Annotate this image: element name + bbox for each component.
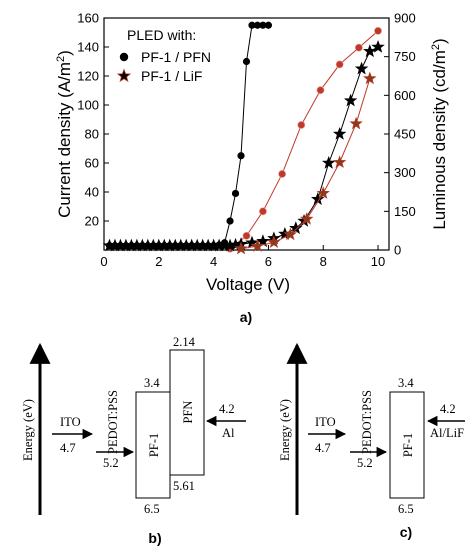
y-tick-label: 20: [85, 214, 99, 229]
x-tick-label: 6: [265, 254, 272, 269]
y2-tick-label: 300: [394, 165, 416, 180]
pf1-level-box-b: [135, 391, 171, 499]
data-point: [374, 26, 382, 35]
data-point: [267, 235, 281, 248]
chart-panel-a: 0 2 4 6 8 10 20 40 60 80 100 120 140 160 0 150 300 450 6…: [55, 11, 449, 326]
y2-tick-label: 0: [394, 243, 401, 258]
pf1-top-b: 3.4: [144, 376, 160, 390]
pfn-level-box-b: [169, 349, 205, 476]
y-tick-label: 140: [77, 40, 99, 55]
data-point: [371, 39, 385, 53]
y2-axis-title: Luminous density (cd/m2): [430, 38, 449, 229]
y-axis-title: Current density (A/m2): [55, 50, 74, 218]
data-point: [283, 227, 298, 241]
series-layer: [102, 21, 385, 255]
legend-marker-circle: [119, 52, 129, 62]
y-tick-label: 160: [77, 11, 99, 26]
pf1-label-b: PF-1: [147, 433, 161, 457]
y-axis-ticks: 20 40 60 80 100 120 140 160: [77, 11, 109, 229]
y2-tick-label: 150: [394, 204, 416, 219]
pf1-label-c: PF-1: [401, 433, 415, 457]
panel-label-b: b): [148, 530, 161, 546]
data-point: [354, 61, 369, 75]
cathode-value-b: 4.2: [219, 402, 235, 416]
ito-value-c: 4.7: [315, 441, 331, 455]
data-point: [321, 155, 336, 169]
series-3: [234, 71, 377, 255]
data-point: [300, 212, 314, 225]
x-tick-label: 4: [210, 254, 217, 269]
data-point: [226, 217, 234, 225]
data-point: [316, 86, 325, 95]
y-tick-label: 120: [77, 69, 99, 84]
y-tick-label: 100: [77, 98, 99, 113]
y2-tick-label: 900: [394, 11, 416, 26]
pedot-label-c: PEDOT:PSS: [360, 390, 374, 454]
x-tick-label: 10: [371, 254, 385, 269]
energy-axis-label-c: Energy (eV): [278, 399, 292, 461]
data-point: [259, 207, 267, 216]
legend-label-lif: PF-1 / LiF: [141, 68, 202, 84]
cathode-label-c: Al/LiF: [430, 426, 464, 440]
pf1-top-c: 3.4: [398, 376, 414, 390]
x-axis-ticks: 0 2 4 6 8 10: [100, 245, 385, 269]
data-point: [363, 71, 377, 85]
data-point: [335, 60, 344, 69]
data-point: [343, 93, 358, 107]
x-axis-title: Voltage (V): [206, 275, 290, 294]
y2-tick-label: 600: [394, 88, 416, 103]
energy-axis-label-b: Energy (eV): [21, 399, 35, 461]
data-point: [363, 44, 377, 58]
x-tick-label: 8: [320, 254, 327, 269]
data-point: [245, 235, 259, 249]
pedot-value-b: 5.2: [103, 456, 119, 470]
data-point: [332, 126, 347, 140]
panel-label-c: c): [400, 524, 412, 540]
y-tick-label: 80: [85, 127, 99, 142]
data-point: [264, 21, 273, 29]
data-point: [297, 121, 306, 129]
data-point: [234, 241, 248, 255]
series-2: [102, 39, 385, 252]
data-point: [354, 43, 363, 52]
legend-title: PLED with:: [127, 27, 196, 43]
y2-axis-ticks: 0 150 300 450 600 750 900: [384, 11, 416, 258]
y2-tick-label: 450: [394, 127, 416, 142]
data-point: [237, 152, 245, 160]
pfn-label-b: PFN: [181, 401, 195, 424]
data-point: [250, 239, 265, 252]
pfn-top-b: 2.14: [173, 335, 196, 349]
ito-label-c: ITO: [315, 415, 336, 429]
pf1-bottom-c: 6.5: [398, 502, 414, 516]
data-point: [242, 231, 251, 240]
legend-label-pfn: PF-1 / PFN: [141, 49, 211, 65]
legend-marker-star: [116, 68, 132, 83]
cathode-label-b: Al: [222, 426, 235, 440]
data-point: [316, 186, 330, 199]
pfn-bottom-b: 5.61: [173, 479, 195, 493]
pedot-value-c: 5.2: [357, 456, 373, 470]
cathode-value-c: 4.2: [440, 402, 456, 416]
y-tick-label: 40: [85, 185, 99, 200]
ito-value-b: 4.7: [60, 441, 76, 455]
energy-diagram-b: Energy (eV) ITO 4.7 PEDOT:PSS 5.2 3.4 PF…: [21, 335, 246, 546]
x-tick-label: 0: [100, 254, 107, 269]
energy-diagram-c: Energy (eV) ITO 4.7 PEDOT:PSS 5.2 3.4 PF…: [278, 342, 465, 540]
ito-label-b: ITO: [60, 415, 81, 429]
data-point: [332, 155, 347, 169]
legend: PLED with: PF-1 / PFN PF-1 / LiF: [116, 27, 211, 84]
data-point: [242, 57, 251, 66]
y2-tick-label: 750: [394, 49, 416, 64]
y-tick-label: 60: [85, 156, 99, 171]
data-point: [231, 189, 240, 198]
pedot-label-b: PEDOT:PSS: [106, 390, 120, 454]
data-point: [278, 170, 287, 178]
panel-label-a: a): [240, 309, 252, 325]
pf1-level-box-c: [389, 391, 425, 499]
pf1-bottom-b: 6.5: [144, 502, 160, 516]
x-tick-label: 2: [155, 254, 162, 269]
data-point: [349, 116, 363, 130]
data-point: [256, 234, 270, 248]
